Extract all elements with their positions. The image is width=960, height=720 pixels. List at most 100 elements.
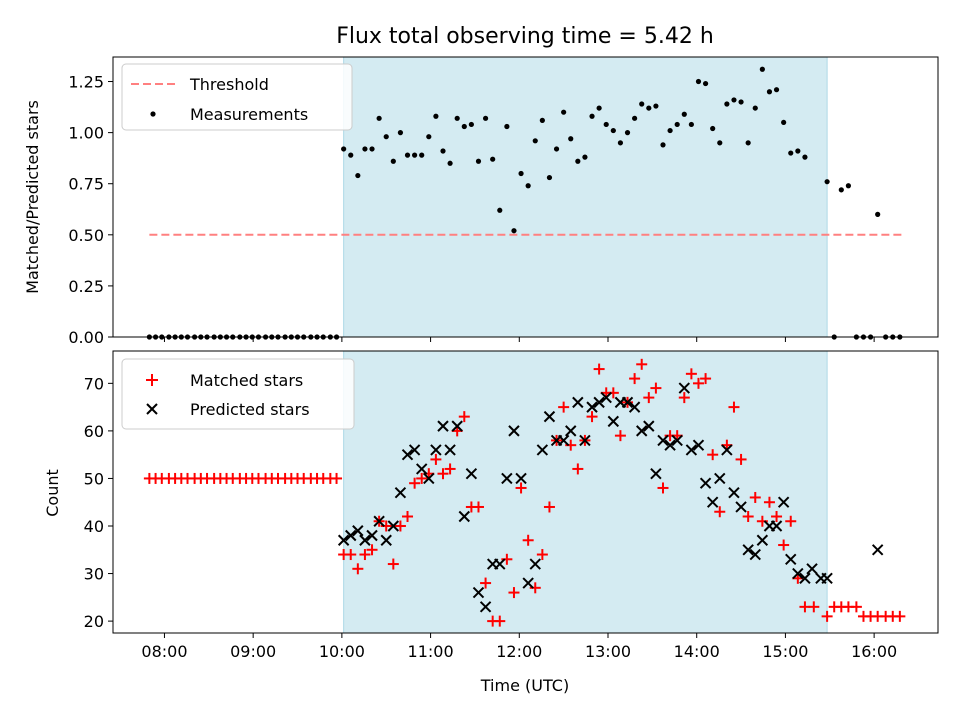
top-legend: Threshold Measurements — [121, 63, 353, 131]
predicted-star-marker — [529, 558, 541, 570]
x-tick-label: 12:00 — [496, 642, 542, 661]
y-tick-label: 1.25 — [68, 73, 104, 92]
axes-frame — [112, 350, 939, 634]
marker-stroke — [657, 434, 669, 447]
matched-star-marker — [894, 610, 906, 622]
measurement-point — [461, 123, 467, 130]
marker-stroke — [770, 520, 783, 532]
y-tick-label: 0.25 — [68, 277, 104, 296]
measurement-point — [596, 105, 602, 111]
marker-stroke — [394, 487, 407, 499]
x-tick-label: 13:00 — [585, 642, 631, 661]
predicted-star-marker — [451, 420, 463, 432]
predicted-star-marker — [821, 572, 833, 585]
matched-star-marker — [586, 411, 598, 423]
marker-stroke — [437, 420, 449, 432]
matched-star-marker — [735, 453, 747, 465]
predicted-star-marker — [699, 477, 712, 489]
marker-stroke — [430, 444, 442, 456]
measurement-point — [440, 148, 446, 154]
predicted-star-marker — [565, 425, 577, 437]
measurement-point — [553, 146, 560, 152]
predicted-star-marker — [714, 472, 726, 485]
x-tick-label: 09:00 — [230, 642, 276, 661]
marker-stroke — [444, 444, 456, 456]
measurement-point — [355, 172, 361, 179]
measurement-point — [660, 142, 666, 148]
matched-star-marker — [331, 472, 343, 484]
measurement-point — [490, 156, 496, 162]
measurement-point — [383, 134, 389, 140]
marker-stroke — [337, 534, 350, 546]
marker-stroke — [799, 572, 811, 585]
measurement-point — [702, 80, 709, 87]
axes-frame — [112, 56, 939, 338]
matched-star-marker — [700, 373, 712, 385]
legend-matched-swatch — [146, 374, 158, 386]
measurement-point — [426, 134, 432, 140]
predicted-star-marker — [572, 396, 584, 409]
measurement-point — [724, 101, 730, 107]
measurement-point — [404, 152, 411, 158]
matched-star-marker — [742, 510, 754, 522]
predicted-star-marker — [607, 415, 620, 428]
predicted-star-marker — [536, 444, 549, 456]
measurement-point — [568, 136, 574, 142]
measurement-point — [475, 158, 482, 164]
y-tick-label: 70 — [84, 374, 104, 393]
marker-stroke — [714, 472, 726, 485]
predicted-star-marker — [777, 496, 790, 508]
measurement-point — [504, 123, 510, 130]
predicted-star-marker — [501, 472, 513, 485]
measurement-point — [681, 111, 687, 117]
measurement-point — [824, 179, 830, 185]
predicted-star-marker — [792, 567, 804, 580]
matched-star-marker — [636, 358, 648, 370]
measurement-point — [482, 115, 489, 121]
measurement-point — [589, 113, 595, 119]
measurement-point — [397, 130, 404, 136]
predicted-star-marker — [799, 572, 811, 585]
x-tick-label: 08:00 — [141, 642, 187, 661]
marker-stroke — [721, 444, 733, 456]
matched-star-marker — [494, 615, 506, 627]
predicted-star-marker — [728, 487, 740, 499]
predicted-star-marker — [430, 444, 442, 456]
marker-stroke — [749, 548, 761, 561]
measurement-point — [362, 146, 368, 152]
predicted-star-marker — [806, 563, 818, 575]
y-tick-label: 60 — [84, 422, 104, 441]
bottom-y-axis-label: Count — [43, 469, 62, 517]
matched-star-marker — [593, 363, 605, 375]
marker-stroke — [777, 496, 790, 508]
predicted-star-marker — [515, 472, 527, 485]
matched-star-marker — [522, 534, 534, 546]
y-tick-label: 30 — [84, 565, 104, 584]
measurement-point — [610, 127, 616, 134]
marker-stroke — [458, 510, 470, 523]
predicted-star-marker — [706, 496, 719, 508]
y-tick-label: 0.00 — [68, 328, 104, 347]
matched-star-marker — [430, 453, 442, 465]
measurement-point — [390, 158, 396, 164]
legend-measurements-label: Measurements — [190, 105, 308, 124]
measurement-point — [624, 130, 631, 136]
predicted-star-marker — [735, 501, 747, 513]
measurement-point — [731, 97, 737, 103]
marker-stroke — [451, 420, 463, 432]
predicted-star-marker — [458, 510, 470, 523]
measurement-point — [617, 140, 624, 146]
matched-star-marker — [458, 411, 470, 423]
marker-stroke — [792, 567, 804, 580]
observing-window-shade — [343, 351, 828, 633]
marker-stroke — [472, 586, 485, 599]
measurement-point — [341, 146, 347, 152]
matched-star-marker — [763, 496, 775, 508]
predicted-star-marker — [650, 467, 662, 480]
legend-threshold-label: Threshold — [189, 75, 269, 94]
marker-stroke — [643, 420, 655, 432]
matched-star-marker — [359, 549, 371, 561]
predicted-star-marker — [692, 439, 705, 451]
matched-star-marker — [657, 482, 669, 494]
